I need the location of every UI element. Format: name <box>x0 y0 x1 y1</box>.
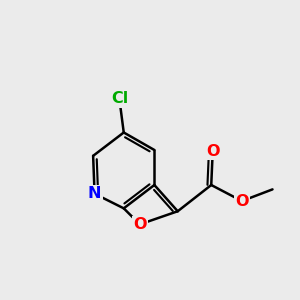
Text: O: O <box>235 194 249 208</box>
Text: Cl: Cl <box>111 92 128 106</box>
Text: N: N <box>88 186 101 201</box>
Text: O: O <box>206 144 220 159</box>
Text: O: O <box>133 217 146 232</box>
